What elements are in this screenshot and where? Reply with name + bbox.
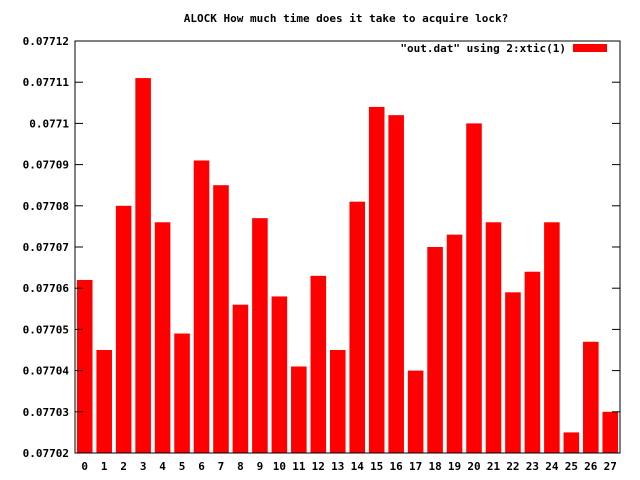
bar-1 [96, 350, 112, 453]
legend: "out.dat" using 2:xtic(1) [400, 42, 607, 55]
x-tick-label: 24 [545, 460, 559, 473]
bar-23 [524, 271, 541, 453]
y-tick-label: 0.07708 [23, 200, 69, 213]
bar-16 [388, 115, 404, 453]
x-tick-label: 13 [331, 460, 344, 473]
bar-20 [466, 123, 482, 454]
bar-13 [329, 350, 346, 453]
y-tick-label: 0.07709 [23, 159, 69, 172]
legend-swatch [573, 44, 607, 52]
x-tick-label: 1 [101, 460, 108, 473]
bar-2 [115, 205, 132, 453]
x-tick-label: 26 [584, 460, 598, 473]
x-tick-label: 6 [198, 460, 205, 473]
axes-group: 0.07702 0.07703 0.07704 0.07705 0.07706 0.077… [23, 35, 620, 473]
x-tick-label: 10 [273, 460, 286, 473]
bar-4 [154, 222, 171, 453]
x-tick-label: 15 [370, 460, 383, 473]
bar-27 [602, 411, 619, 453]
bar-21 [485, 222, 502, 453]
bar-25 [563, 432, 580, 453]
bar-6 [193, 160, 210, 454]
x-tick-label: 4 [159, 460, 166, 473]
x-tick-label: 11 [292, 460, 306, 473]
x-tick-label: 9 [257, 460, 264, 473]
x-tick-label: 23 [526, 460, 539, 473]
x-tick-label: 17 [409, 460, 422, 473]
bar-22 [505, 292, 521, 453]
y-tick-label: 0.07707 [23, 241, 69, 254]
bar-24 [544, 222, 560, 453]
bar-17 [407, 370, 424, 453]
x-tick-label: 22 [506, 460, 519, 473]
y-tick-label: 0.0771 [29, 117, 69, 130]
bar-9 [252, 218, 268, 453]
bar-11 [291, 366, 307, 453]
x-tick-label: 0 [81, 460, 88, 473]
y-tick-label: 0.07706 [23, 282, 70, 295]
x-tick-label: 3 [140, 460, 147, 473]
x-tick-label: 18 [428, 460, 441, 473]
bar-0 [76, 279, 93, 453]
y-tick-label: 0.07711 [23, 76, 70, 89]
x-tick-label: 20 [467, 460, 480, 473]
bar-12 [310, 275, 327, 453]
bar-14 [349, 201, 366, 453]
x-tick-label: 12 [312, 460, 325, 473]
x-tick-label: 21 [487, 460, 501, 473]
x-tick-label: 7 [218, 460, 225, 473]
y-tick-label: 0.07703 [23, 406, 69, 419]
bar-15 [368, 106, 385, 454]
bar-19 [446, 234, 463, 453]
y-tick-label: 0.07702 [23, 447, 69, 460]
x-tick-label: 5 [179, 460, 186, 473]
x-tick-label: 19 [448, 460, 461, 473]
y-tick-label: 0.07705 [23, 323, 69, 336]
bar-10 [271, 296, 288, 453]
bar-8 [232, 304, 249, 453]
x-tick-label: 25 [565, 460, 578, 473]
bar-18 [427, 247, 443, 453]
bar-5 [174, 333, 190, 453]
bar-7 [213, 185, 229, 453]
bar-26 [583, 341, 599, 453]
x-tick-label: 27 [604, 460, 617, 473]
bar-3 [135, 78, 151, 453]
x-tick-label: 16 [390, 460, 404, 473]
x-tick-label: 2 [120, 460, 127, 473]
x-tick-label: 8 [237, 460, 244, 473]
x-tick-label: 14 [351, 460, 365, 473]
chart-title: ALOCK How much time does it take to acqu… [184, 12, 509, 25]
bars-group [76, 78, 619, 454]
y-tick-label: 0.07704 [23, 365, 70, 378]
legend-label: "out.dat" using 2:xtic(1) [400, 42, 566, 55]
y-tick-label: 0.07712 [23, 35, 69, 48]
